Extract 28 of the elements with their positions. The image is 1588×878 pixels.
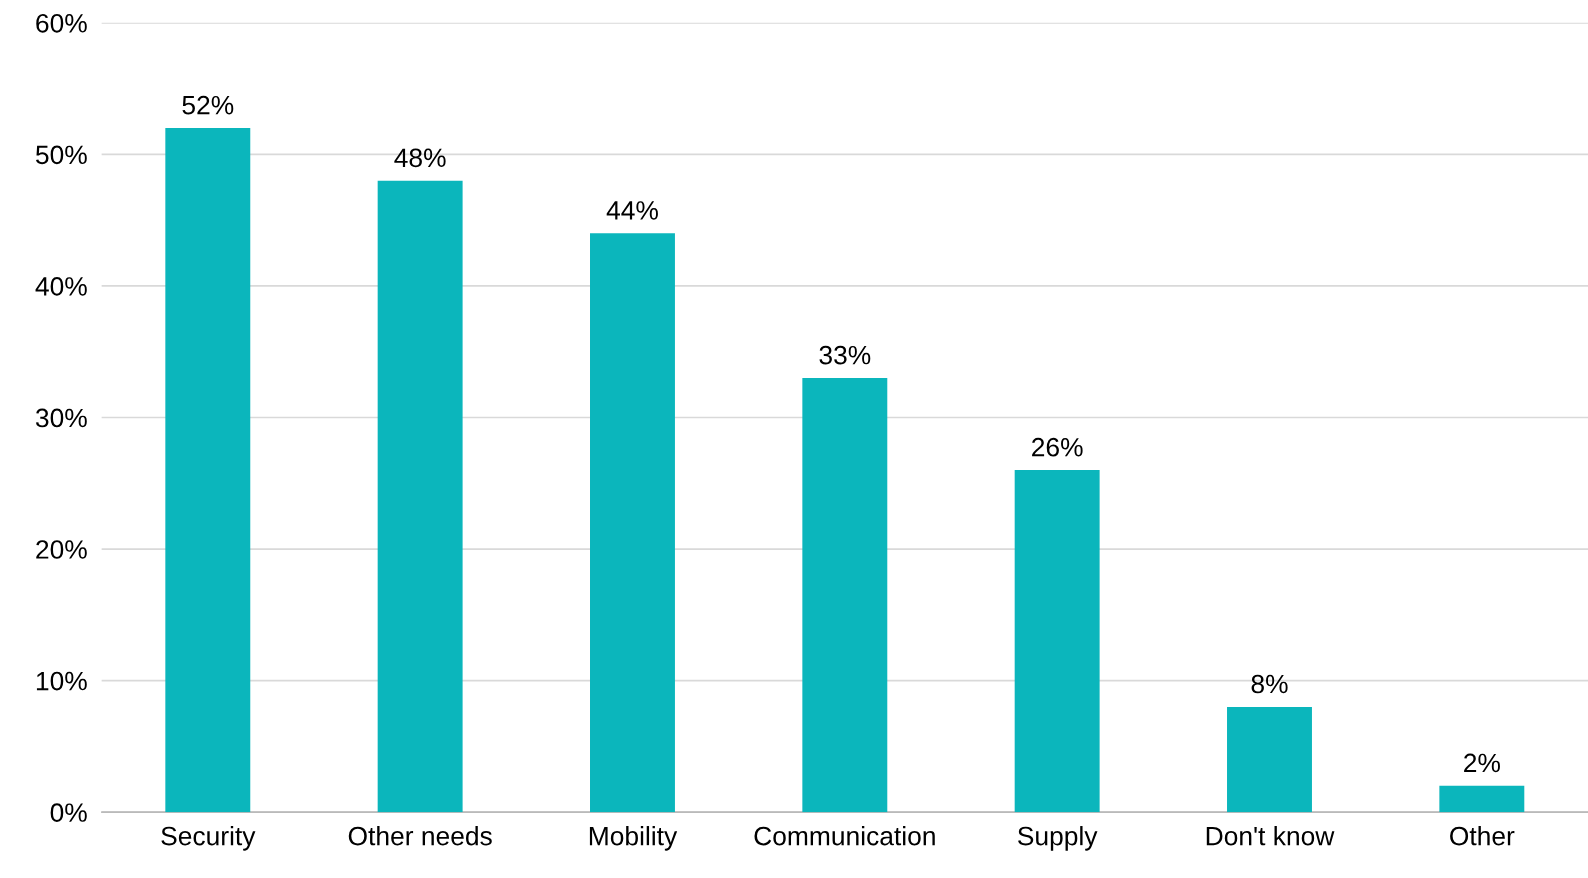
data-label: 52% — [182, 95, 234, 115]
y-tick-label: 30% — [35, 408, 87, 428]
data-label: 48% — [394, 148, 446, 168]
y-tick-label: 40% — [35, 277, 87, 296]
y-tick-label: 0% — [50, 803, 87, 822]
x-tick-label: Communication — [754, 826, 935, 846]
data-label: 8% — [1251, 674, 1288, 694]
data-label: 33% — [819, 345, 871, 365]
bar — [590, 233, 675, 813]
y-tick-label: 20% — [36, 540, 87, 559]
data-label: 2% — [1464, 753, 1500, 773]
x-tick-label: Other needs — [348, 826, 492, 846]
y-tick-label: 10% — [36, 671, 87, 691]
y-tick-label: 50% — [35, 145, 87, 165]
x-tick-label: Other — [1450, 826, 1515, 846]
bar — [1227, 706, 1312, 813]
bar — [1014, 470, 1100, 813]
bar — [377, 180, 463, 813]
bar — [802, 378, 888, 813]
bar — [1439, 785, 1525, 813]
data-label: 44% — [606, 201, 658, 220]
data-label: 26% — [1032, 437, 1083, 457]
x-tick-label: Don't know — [1206, 826, 1335, 846]
x-tick-label: Security — [161, 826, 256, 851]
y-tick-label: 60% — [36, 13, 87, 33]
x-tick-label: Mobility — [589, 826, 678, 851]
bar — [165, 128, 251, 813]
x-tick-label: Supply — [1018, 826, 1098, 851]
